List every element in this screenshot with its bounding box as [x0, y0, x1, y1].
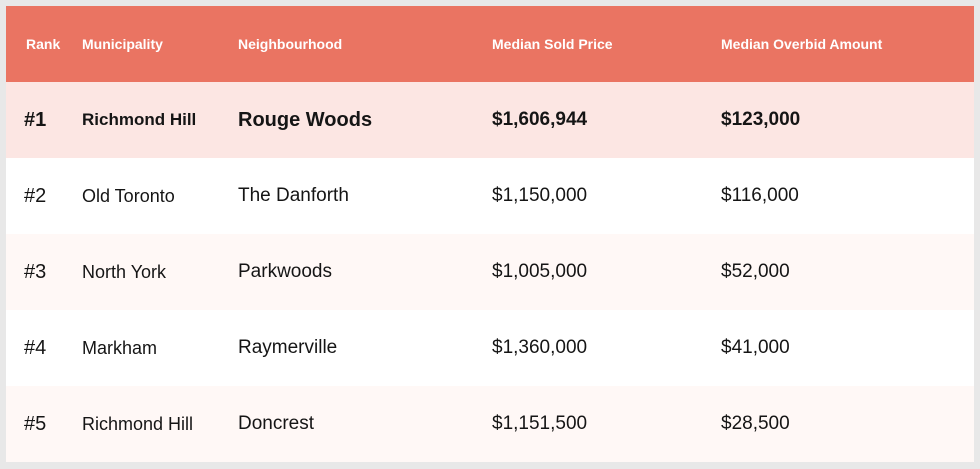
- header-median-overbid-amount: Median Overbid Amount: [721, 36, 883, 52]
- cell-median-overbid-amount: $28,500: [721, 413, 790, 434]
- table-row: #3 North York Parkwoods $1,005,000 $52,0…: [6, 234, 974, 310]
- cell-median-sold-price: $1,606,944: [492, 109, 588, 130]
- cell-neighbourhood: Raymerville: [238, 337, 338, 358]
- cell-median-sold-price: $1,005,000: [492, 261, 588, 282]
- table-row: #5 Richmond Hill Doncrest $1,151,500 $28…: [6, 386, 974, 462]
- cell-median-overbid-amount: $116,000: [721, 185, 799, 206]
- cell-municipality: Markham: [82, 337, 158, 358]
- cell-median-overbid-amount: $52,000: [721, 261, 790, 282]
- header-municipality: Municipality: [82, 36, 163, 52]
- table-header: Rank Municipality Neighbourhood Median S…: [6, 6, 974, 82]
- cell-median-overbid-amount: $123,000: [721, 109, 801, 130]
- cell-rank: #4: [24, 336, 47, 359]
- table-body: #1 Richmond Hill Rouge Woods $1,606,944 …: [6, 82, 974, 462]
- cell-rank: #3: [24, 260, 47, 283]
- cell-neighbourhood: Rouge Woods: [238, 108, 373, 131]
- cell-municipality: Richmond Hill: [82, 413, 194, 434]
- cell-neighbourhood: Doncrest: [238, 413, 315, 434]
- header-median-sold-price: Median Sold Price: [492, 36, 613, 52]
- header-neighbourhood: Neighbourhood: [238, 36, 343, 52]
- cell-neighbourhood: Parkwoods: [238, 261, 332, 282]
- cell-municipality: North York: [82, 261, 167, 282]
- cell-municipality: Old Toronto: [82, 185, 175, 206]
- cell-municipality: Richmond Hill: [82, 110, 197, 129]
- cell-median-overbid-amount: $41,000: [721, 337, 790, 358]
- table-row: #4 Markham Raymerville $1,360,000 $41,00…: [6, 310, 974, 386]
- header-row: Rank Municipality Neighbourhood Median S…: [6, 6, 974, 82]
- ranking-table: Rank Municipality Neighbourhood Median S…: [6, 6, 974, 462]
- cell-rank: #5: [24, 412, 47, 435]
- cell-rank: #1: [24, 108, 47, 131]
- cell-median-sold-price: $1,150,000: [492, 185, 588, 206]
- cell-rank: #2: [24, 184, 47, 207]
- cell-neighbourhood: The Danforth: [238, 185, 349, 206]
- ranking-table-card: Rank Municipality Neighbourhood Median S…: [6, 6, 974, 462]
- table-row: #2 Old Toronto The Danforth $1,150,000 $…: [6, 158, 974, 234]
- header-rank: Rank: [26, 36, 61, 52]
- cell-median-sold-price: $1,151,500: [492, 413, 588, 434]
- cell-median-sold-price: $1,360,000: [492, 337, 588, 358]
- table-row: #1 Richmond Hill Rouge Woods $1,606,944 …: [6, 82, 974, 158]
